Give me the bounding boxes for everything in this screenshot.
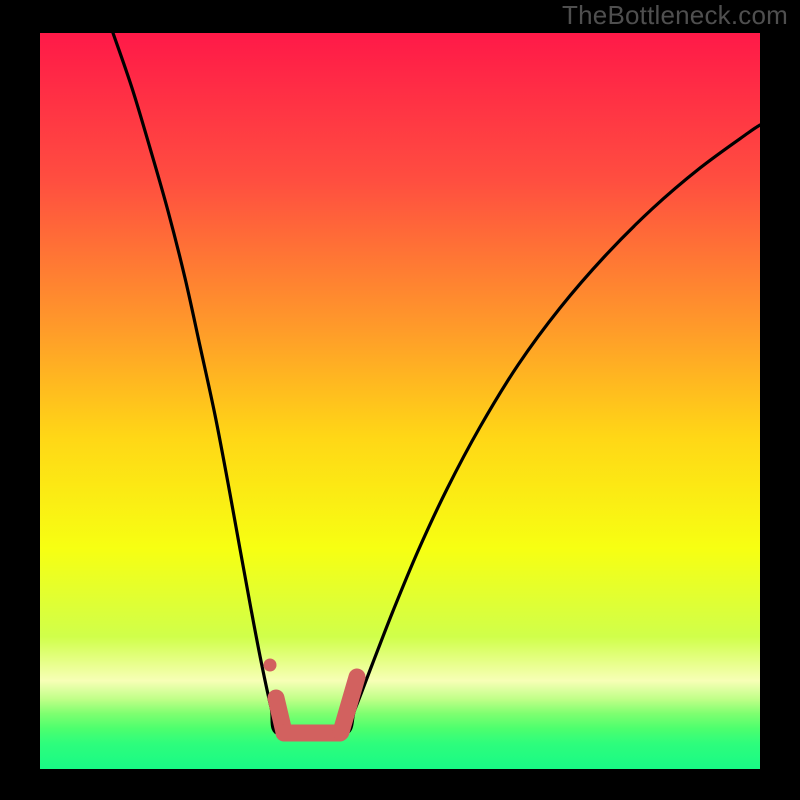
watermark-text: TheBottleneck.com (562, 0, 788, 31)
curve-layer (40, 33, 760, 769)
valley-marker-dot (264, 659, 277, 672)
chart-stage: TheBottleneck.com (0, 0, 800, 800)
valley-markers (264, 659, 358, 734)
bottleneck-curve (113, 33, 760, 738)
valley-marker-segment (341, 677, 357, 732)
plot-area (40, 33, 760, 769)
